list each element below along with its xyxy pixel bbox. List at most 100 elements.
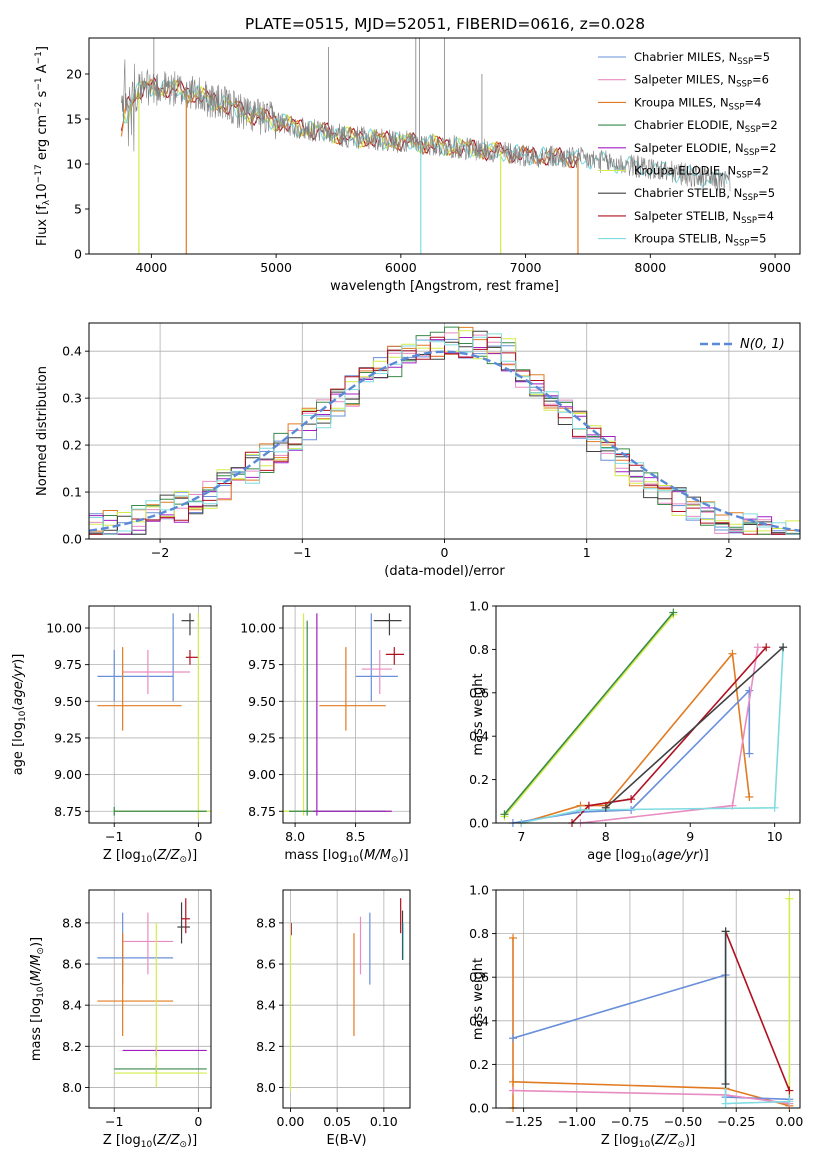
normal-curve — [88, 350, 801, 532]
legend-label-main: Salpeter STELIB, N — [634, 209, 741, 223]
axes-frame — [282, 889, 411, 1109]
legend-label-main: Salpeter ELODIE, N — [634, 141, 744, 155]
x-axis-label-part: )] — [398, 848, 408, 863]
y-tick-label: 9.50 — [248, 694, 276, 709]
y-tick-label: 8.2 — [256, 1039, 276, 1054]
legend-label-main: Chabrier ELODIE, N — [634, 118, 745, 132]
x-axis-label: wavelength [Angstrom, rest frame] — [330, 279, 559, 294]
x-tick-label: 8 — [602, 829, 610, 844]
weight-line — [605, 646, 784, 809]
weight-line — [512, 938, 790, 1108]
x-tick-label: −0.75 — [611, 1114, 649, 1129]
x-axis-label-part: E(B-V) — [326, 1133, 366, 1148]
legend-label: Salpeter STELIB, NSSP=4 — [634, 209, 774, 226]
y-axis-label-part: mass weight — [471, 958, 486, 1040]
y-axis-label-part: mass weight — [471, 673, 486, 755]
x-axis-label: mass [log10(M/M⊙)] — [284, 848, 408, 865]
legend-label-end: =5 — [749, 232, 766, 246]
y-tick-label: 0.4 — [469, 729, 489, 744]
weight-line — [521, 651, 751, 824]
weight-line — [512, 973, 790, 1101]
x-axis-label-part: Z/Z — [156, 848, 180, 863]
x-axis-label: Z [log10(Z/Z⊙)] — [103, 1133, 197, 1150]
y-tick-label: 9.00 — [248, 767, 276, 782]
x-axis-label: Z [log10(Z/Z⊙)] — [601, 1133, 695, 1150]
x-axis-label-part: 10 — [639, 1140, 651, 1150]
y-tick-label: 5 — [74, 202, 82, 217]
x-tick-label: 5000 — [260, 260, 292, 275]
spectrum-panel: 4000 5000 6000 7000 8000 9000 0 5 10 15 20 Chabrier… — [34, 37, 801, 294]
legend-label-sub: SSP — [736, 171, 752, 181]
x-tick-label: 0 — [194, 1114, 202, 1129]
mass-vs-metallicity-panel: −1 08.08.28.48.68.8Z [log10(Z/Z⊙)]mass [l… — [29, 889, 212, 1150]
x-tick-label: 7 — [517, 829, 525, 844]
x-axis-label-part: Z [log — [601, 1133, 639, 1148]
y-axis-label-part: 10 — [18, 710, 28, 722]
legend-label: N(0, 1) — [740, 337, 785, 352]
y-tick-label: 8.8 — [256, 915, 276, 930]
y-tick-label: 1.0 — [469, 883, 489, 898]
legend-label-main: Chabrier MILES, N — [634, 50, 737, 64]
y-tick-label: 8.75 — [248, 804, 276, 819]
x-tick-label: 7000 — [510, 260, 542, 275]
weight-line — [724, 931, 791, 1091]
x-axis-label-part: 10 — [141, 855, 153, 865]
y-axis-label: mass weight — [471, 958, 486, 1040]
legend-label-end: =4 — [744, 95, 761, 109]
y-tick-label: 9.25 — [54, 730, 82, 745]
y-axis-label: mass weight — [471, 673, 486, 755]
x-axis-label-part: 10 — [141, 1140, 153, 1150]
x-tick-label: 2 — [725, 545, 733, 560]
y-axis-label-part: A — [35, 64, 50, 77]
legend-label-main: Kroupa ELODIE, N — [634, 164, 736, 178]
legend-label-end: =4 — [757, 209, 774, 223]
y-tick-label: 9.50 — [54, 694, 82, 709]
y-axis-label-part: ] — [35, 46, 50, 51]
figure-title: PLATE=0515, MJD=52051, FIBERID=0616, z=0… — [245, 15, 645, 33]
y-tick-label: 8.4 — [256, 998, 276, 1013]
y-axis-label: Normed distribution — [35, 366, 50, 496]
x-axis-label-part: )] — [699, 848, 709, 863]
y-axis-label: mass [log10(M/M⊙)] — [29, 937, 46, 1061]
legend-label-main: Kroupa STELIB, N — [634, 232, 734, 246]
legend-label-end: =5 — [753, 50, 770, 64]
x-axis-label: age [log10(age/yr)] — [587, 848, 709, 865]
y-axis-label-part: Flux [f — [35, 205, 50, 246]
x-tick-label: 0.10 — [370, 1114, 398, 1129]
y-tick-label: 15 — [66, 112, 82, 127]
x-axis-label-part: 10 — [348, 855, 360, 865]
x-axis-label-part: age/yr — [657, 848, 700, 863]
y-tick-label: 0.6 — [469, 970, 489, 985]
x-tick-label: 0.00 — [775, 1114, 803, 1129]
y-tick-label: 8.2 — [62, 1039, 82, 1054]
legend-label-main: Kroupa MILES, N — [634, 95, 729, 109]
y-tick-label: 9.75 — [54, 657, 82, 672]
x-axis-label-part: ( — [152, 1133, 157, 1148]
y-axis-label-part: mass [log — [29, 998, 44, 1061]
y-axis-label-part: erg cm — [35, 115, 50, 164]
x-axis-label-part: M/M — [364, 848, 391, 863]
y-tick-label: 0.0 — [62, 532, 82, 547]
x-tick-label: 0 — [194, 829, 202, 844]
y-axis-label-part: Normed distribution — [35, 366, 50, 496]
x-axis-label-part: ( — [359, 848, 364, 863]
x-tick-label: 9 — [686, 829, 694, 844]
x-axis-label: E(B-V) — [326, 1133, 366, 1148]
y-tick-label: 9.25 — [248, 730, 276, 745]
legend-label-end: =2 — [760, 141, 777, 155]
x-axis-label: Z [log10(Z/Z⊙)] — [103, 848, 197, 865]
y-tick-label: 0.0 — [469, 1101, 489, 1116]
axes-frame — [88, 322, 801, 540]
legend-label-end: =2 — [752, 164, 769, 178]
y-axis-label: Flux [fλ10−17 erg cm−2 s−1 A−1] — [34, 46, 52, 246]
y-tick-label: 8.4 — [62, 998, 82, 1013]
legend-label-main: Salpeter MILES, N — [634, 73, 736, 87]
legend-label-end: =5 — [758, 186, 775, 200]
x-axis-label-part: ( — [152, 848, 157, 863]
x-tick-label: 9000 — [759, 260, 791, 275]
y-axis-label-part: ⊙ — [36, 947, 46, 955]
axes-frame — [88, 889, 212, 1109]
x-tick-label: −1.00 — [558, 1114, 596, 1129]
y-tick-label: 0.4 — [62, 344, 82, 359]
